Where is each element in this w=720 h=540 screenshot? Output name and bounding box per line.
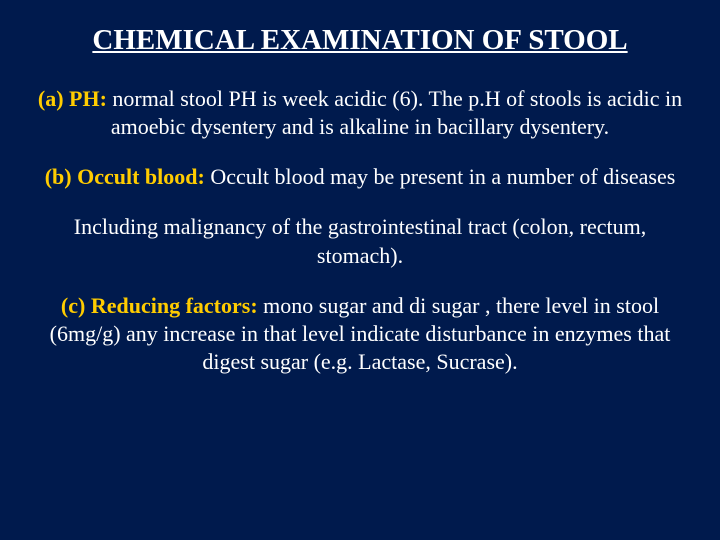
- label-occult-blood: (b) Occult blood:: [45, 164, 205, 189]
- paragraph-reducing-factors: (c) Reducing factors: mono sugar and di …: [32, 292, 688, 376]
- slide-title: CHEMICAL EXAMINATION OF STOOL: [32, 24, 688, 57]
- slide-container: CHEMICAL EXAMINATION OF STOOL (a) PH: no…: [0, 0, 720, 540]
- paragraph-occult-blood: (b) Occult blood: Occult blood may be pr…: [32, 163, 688, 191]
- text-malignancy: Including malignancy of the gastrointest…: [74, 214, 646, 267]
- label-ph: (a) PH:: [38, 86, 107, 111]
- text-occult-blood: Occult blood may be present in a number …: [205, 164, 675, 189]
- paragraph-ph: (a) PH: normal stool PH is week acidic (…: [32, 85, 688, 141]
- paragraph-malignancy: Including malignancy of the gastrointest…: [32, 213, 688, 269]
- label-reducing-factors: (c) Reducing factors:: [61, 293, 258, 318]
- text-ph: normal stool PH is week acidic (6). The …: [107, 86, 682, 139]
